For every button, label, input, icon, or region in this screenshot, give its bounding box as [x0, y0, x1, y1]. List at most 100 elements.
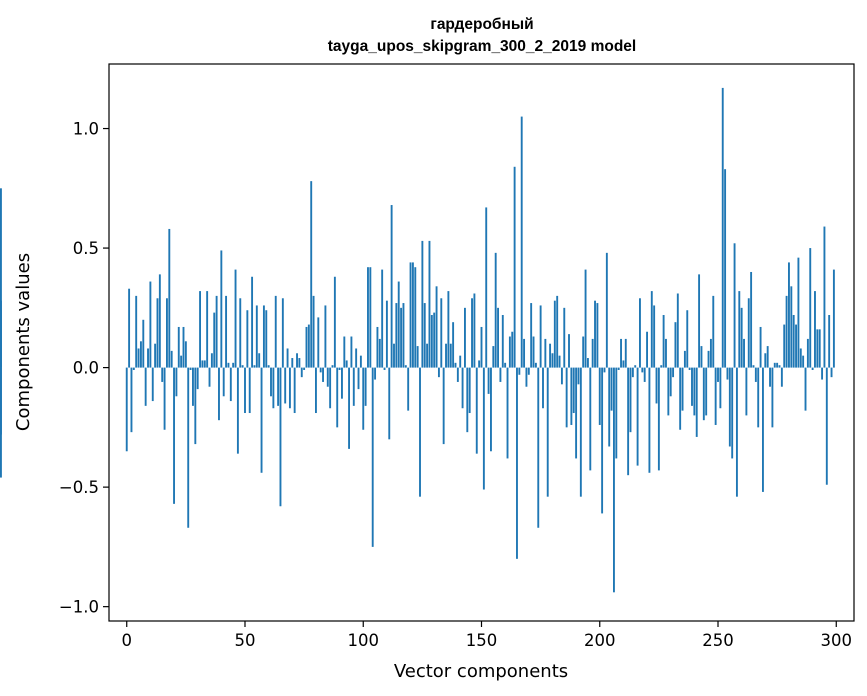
bar-component-159 [501, 315, 504, 368]
bar-component-19 [170, 350, 173, 368]
bar-component-20 [173, 367, 175, 504]
bar-component-21 [175, 367, 178, 397]
bar-component-292 [816, 329, 819, 368]
bar-component-253 [724, 169, 727, 368]
bar-component-219 [643, 367, 646, 382]
bar-component-70 [291, 358, 294, 368]
bar-component-2 [130, 367, 133, 433]
bar-component-0 [125, 367, 128, 452]
bar-component-126 [423, 303, 426, 368]
bar-component-256 [731, 367, 734, 459]
bar-component-272 [769, 367, 771, 387]
plot-area-frame [108, 63, 855, 622]
bar-component-232 [674, 322, 677, 368]
bar-component-278 [783, 324, 786, 368]
bar-component-231 [672, 367, 675, 378]
bar-component-277 [780, 367, 783, 387]
bar-component-172 [532, 336, 535, 368]
bar-component-203 [605, 252, 608, 368]
bar-component-81 [317, 317, 320, 368]
bar-component-169 [525, 367, 528, 387]
bar-component-237 [686, 310, 689, 368]
bar-component-268 [759, 326, 762, 368]
bar-component-274 [773, 362, 776, 368]
bar-component-179 [549, 343, 552, 368]
bar-component-51 [246, 310, 249, 368]
bar-component-222 [650, 291, 653, 368]
bar-component-5 [137, 348, 140, 368]
bar-component-75 [303, 367, 306, 370]
bar-component-132 [437, 367, 440, 378]
y-tick-label: 0.5 [73, 239, 99, 258]
bar-component-215 [634, 365, 637, 368]
bar-component-230 [669, 367, 672, 397]
bar-component-4 [135, 295, 138, 368]
bar-component-140 [456, 367, 459, 382]
bar-component-223 [653, 305, 656, 368]
bar-component-226 [660, 365, 663, 368]
bar-component-96 [352, 367, 355, 406]
bar-component-124 [419, 367, 421, 497]
bar-component-164 [513, 166, 516, 368]
bar-component-214 [631, 367, 634, 378]
bar-component-66 [281, 298, 284, 368]
bar-component-193 [582, 336, 585, 368]
bar-component-98 [357, 367, 360, 390]
bar-component-26 [187, 367, 190, 528]
bar-component-60 [267, 365, 270, 368]
bar-component-142 [461, 367, 464, 409]
bar-component-108 [381, 269, 384, 368]
bar-component-260 [740, 307, 743, 368]
x-tick-label: 200 [584, 631, 616, 650]
bar-component-209 [620, 338, 622, 368]
y-tick-label: 0.0 [73, 359, 99, 378]
bar-component-221 [648, 367, 651, 473]
bar-component-181 [553, 300, 556, 368]
bar-component-23 [180, 355, 183, 368]
x-axis-ticks: 0 50 100 150 200 250 300 [121, 621, 852, 650]
bar-component-46 [234, 269, 237, 368]
bar-component-31 [199, 291, 201, 368]
bar-component-128 [428, 240, 431, 368]
bar-component-244 [702, 367, 705, 421]
bar-component-165 [516, 367, 518, 559]
bar-component-150 [480, 326, 483, 368]
bar-component-220 [646, 331, 648, 368]
bar-component-78 [310, 181, 313, 368]
bar-component-34 [206, 291, 209, 368]
bar-component-266 [754, 367, 757, 382]
bar-component-158 [499, 367, 502, 382]
bar-component-189 [572, 367, 575, 414]
bar-component-112 [390, 205, 393, 368]
bar-component-116 [400, 307, 403, 368]
bar-component-241 [695, 367, 698, 437]
bar-component-247 [709, 338, 712, 368]
bar-component-18 [168, 228, 171, 368]
chart-title: гардеробный [430, 16, 533, 33]
bar-component-14 [158, 274, 161, 368]
bar-component-65 [279, 367, 282, 507]
bar-component-198 [594, 300, 596, 368]
bar-component-204 [608, 367, 611, 447]
bar-component-252 [721, 87, 724, 368]
bar-component-175 [539, 305, 542, 368]
bar-component-79 [312, 295, 315, 368]
bar-component-233 [676, 293, 679, 368]
bar-component-281 [790, 286, 793, 368]
bar-component-129 [430, 315, 433, 368]
bar-component-229 [667, 367, 670, 416]
bar-component-246 [707, 350, 710, 368]
bar-component-176 [542, 367, 544, 409]
bar-component-275 [776, 362, 779, 368]
bar-component-190 [575, 367, 578, 459]
bar-component-92 [343, 336, 346, 368]
bar-component-167 [520, 116, 523, 368]
bar-component-12 [154, 343, 157, 368]
bar-component-121 [411, 262, 414, 368]
bar-component-192 [579, 367, 582, 497]
bar-component-134 [442, 367, 445, 445]
bar-component-61 [270, 367, 272, 397]
bar-component-35 [208, 367, 211, 387]
